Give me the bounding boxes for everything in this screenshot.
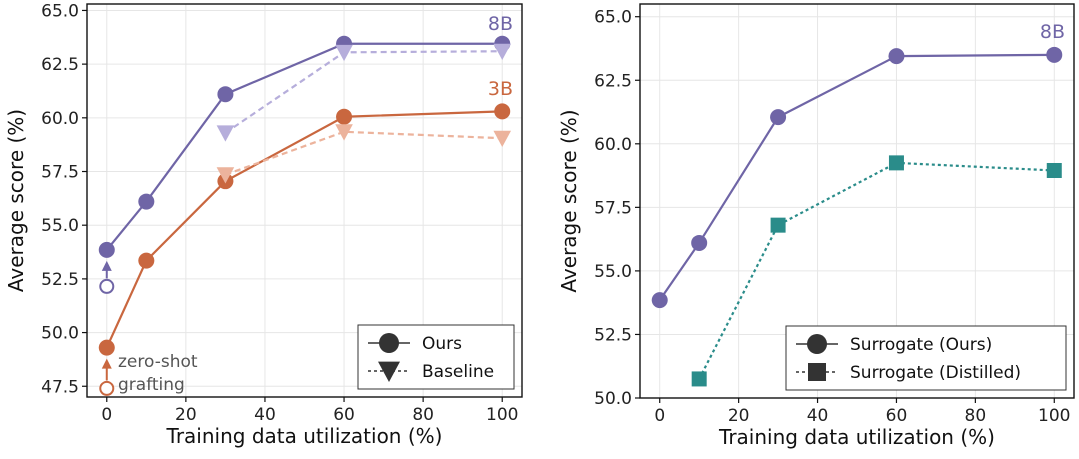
chart1-marker-ours-8b-0	[98, 241, 115, 258]
chart1-line-baseline-8b	[224, 50, 503, 134]
chart2-marker-surrogate-ours-30	[770, 109, 787, 126]
chart1-legend-label-baseline: Baseline	[422, 362, 494, 382]
chart1-legend-label-ours: Ours	[422, 334, 462, 354]
chart2-marker-surrogate-ours-60	[888, 48, 905, 65]
chart1-marker-baseline-8b-30	[216, 125, 235, 142]
chart1-y-tick-label-47-5: 47.5	[41, 377, 79, 397]
chart1-x-axis-label: Training data utilization (%)	[166, 424, 443, 448]
chart1-y-axis-label: Average score (%)	[4, 109, 28, 292]
chart1-x-tick-label-80: 80	[412, 405, 434, 425]
chart1-plot-frame	[86, 3, 523, 398]
chart2-ticks: 0 20 40 60 80 100 50.0 52.5 55.0 57.5 60.0 62.5 65.0	[594, 8, 1070, 426]
chart2-x-tick-label-60: 60	[886, 406, 908, 426]
chart2-x-tick-label-40: 40	[807, 406, 829, 426]
chart2-legend-box	[785, 325, 1067, 391]
chart2-marker-surrogate-ours-100	[1046, 46, 1063, 63]
chart2-legend-label-surrogate-ours: Surrogate (Ours)	[850, 335, 992, 355]
chart2-plot-frame	[639, 3, 1075, 399]
chart2-y-tick-label-52-5: 52.5	[594, 325, 632, 345]
chart2-x-tick-label-80: 80	[965, 406, 987, 426]
chart1-x-tick-label-20: 20	[175, 405, 197, 425]
chart1-marker-ours-3b-100	[494, 103, 511, 120]
chart1-series	[98, 35, 512, 356]
chart2-legend-marker-surrogate-distilled	[808, 363, 826, 381]
chart1-zero-shot-marker-3b	[99, 380, 115, 396]
chart1-marker-ours-3b-10	[138, 252, 155, 269]
chart1-marker-ours-8b-30	[217, 86, 234, 103]
chart2-legend-label-surrogate-distilled: Surrogate (Distilled)	[850, 363, 1021, 383]
chart2-label-8b: 8B	[1040, 21, 1065, 43]
chart2-y-tick-label-50: 50.0	[594, 389, 632, 409]
chart1-x-tick-label-100: 100	[486, 405, 518, 425]
chart1-zero-shot-arrow-head-3b	[101, 358, 112, 369]
chart1-ticks: 0 20 40 60 80 100 47.5 50.0 52.5 55.0 57.5 60.0 62.5…	[41, 1, 518, 425]
chart1-marker-baseline-3b-60	[335, 124, 353, 141]
chart2-marker-surrogate-ours-10	[691, 234, 708, 251]
chart2-line-surrogate-distilled	[698, 161, 1055, 380]
chart2-marker-surrogate-distilled-10	[691, 371, 707, 387]
chart1-marker-ours-8b-10	[138, 193, 155, 210]
chart1-y-tick-label-55: 55.0	[41, 216, 79, 236]
chart2-marker-surrogate-ours-0	[651, 292, 668, 309]
chart2-y-axis-label: Average score (%)	[557, 109, 581, 292]
chart1-marker-baseline-8b-60	[335, 44, 353, 62]
chart1-y-tick-label-62-5: 62.5	[41, 55, 79, 75]
chart1-y-tick-label-57-5: 57.5	[41, 163, 79, 183]
chart1-y-tick-label-60: 60.0	[41, 109, 79, 129]
chart1-line-baseline-3b	[225, 130, 503, 176]
chart1-marker-baseline-3b-30	[216, 167, 235, 184]
chart1-legend-marker-ours	[379, 333, 399, 353]
chart1-y-tick-label-50: 50.0	[41, 324, 79, 344]
chart1-zero-shot-arrow-head-8b	[101, 260, 112, 271]
chart2-y-tick-label-65: 65.0	[594, 8, 632, 28]
chart2-legend-marker-surrogate-ours	[807, 334, 827, 354]
chart2-y-tick-label-62-5: 62.5	[594, 71, 632, 91]
chart1-marker-ours-3b-0	[98, 339, 115, 356]
chart1-x-tick-label-0: 0	[101, 405, 112, 425]
chart1-label-3b: 3B	[488, 78, 513, 100]
chart2-line-surrogate-ours	[658, 53, 1055, 301]
chart2-legend: Surrogate (Ours) Surrogate (Distilled)	[785, 325, 1067, 391]
chart1-label-8b: 8B	[488, 13, 513, 35]
chart2-x-axis-label: Training data utilization (%)	[718, 425, 995, 449]
chart2-x-tick-label-20: 20	[728, 406, 750, 426]
right-chart-panel: 0 20 40 60 80 100 50.0 52.5 55.0 57.5 60.0 62.5 65.0…	[557, 3, 1075, 449]
chart1-annotation-zero-shot: zero-shot	[118, 352, 198, 372]
chart2-y-tick-label-55: 55.0	[594, 262, 632, 282]
left-chart-panel: 0 20 40 60 80 100 47.5 50.0 52.5 55.0 57.5 60.0 62.5…	[4, 1, 523, 448]
chart1-marker-ours-3b-60	[336, 108, 353, 125]
chart2-x-tick-label-0: 0	[654, 406, 665, 426]
chart1-x-tick-label-60: 60	[333, 405, 355, 425]
chart1-marker-baseline-8b-100	[493, 43, 512, 61]
chart1-zero-shot-marker-8b	[99, 278, 115, 294]
chart2-y-tick-label-57-5: 57.5	[594, 198, 632, 218]
chart1-y-tick-label-52-5: 52.5	[41, 270, 79, 290]
chart2-marker-surrogate-distilled-100	[1046, 162, 1062, 178]
chart2-marker-surrogate-distilled-30	[770, 217, 786, 233]
chart2-series	[651, 46, 1063, 387]
chart1-x-tick-label-40: 40	[254, 405, 276, 425]
chart1-annotation-grafting: grafting	[118, 375, 185, 395]
chart2-x-tick-label-100: 100	[1038, 406, 1070, 426]
chart2-y-tick-label-60: 60.0	[594, 135, 632, 155]
chart1-grid	[87, 4, 522, 397]
chart2-marker-surrogate-distilled-60	[888, 155, 904, 171]
chart1-marker-baseline-3b-100	[493, 130, 512, 148]
chart1-legend-marker-baseline	[378, 361, 400, 382]
chart1-y-tick-label-65: 65.0	[41, 1, 79, 21]
chart1-legend: Ours Baseline	[357, 324, 515, 390]
